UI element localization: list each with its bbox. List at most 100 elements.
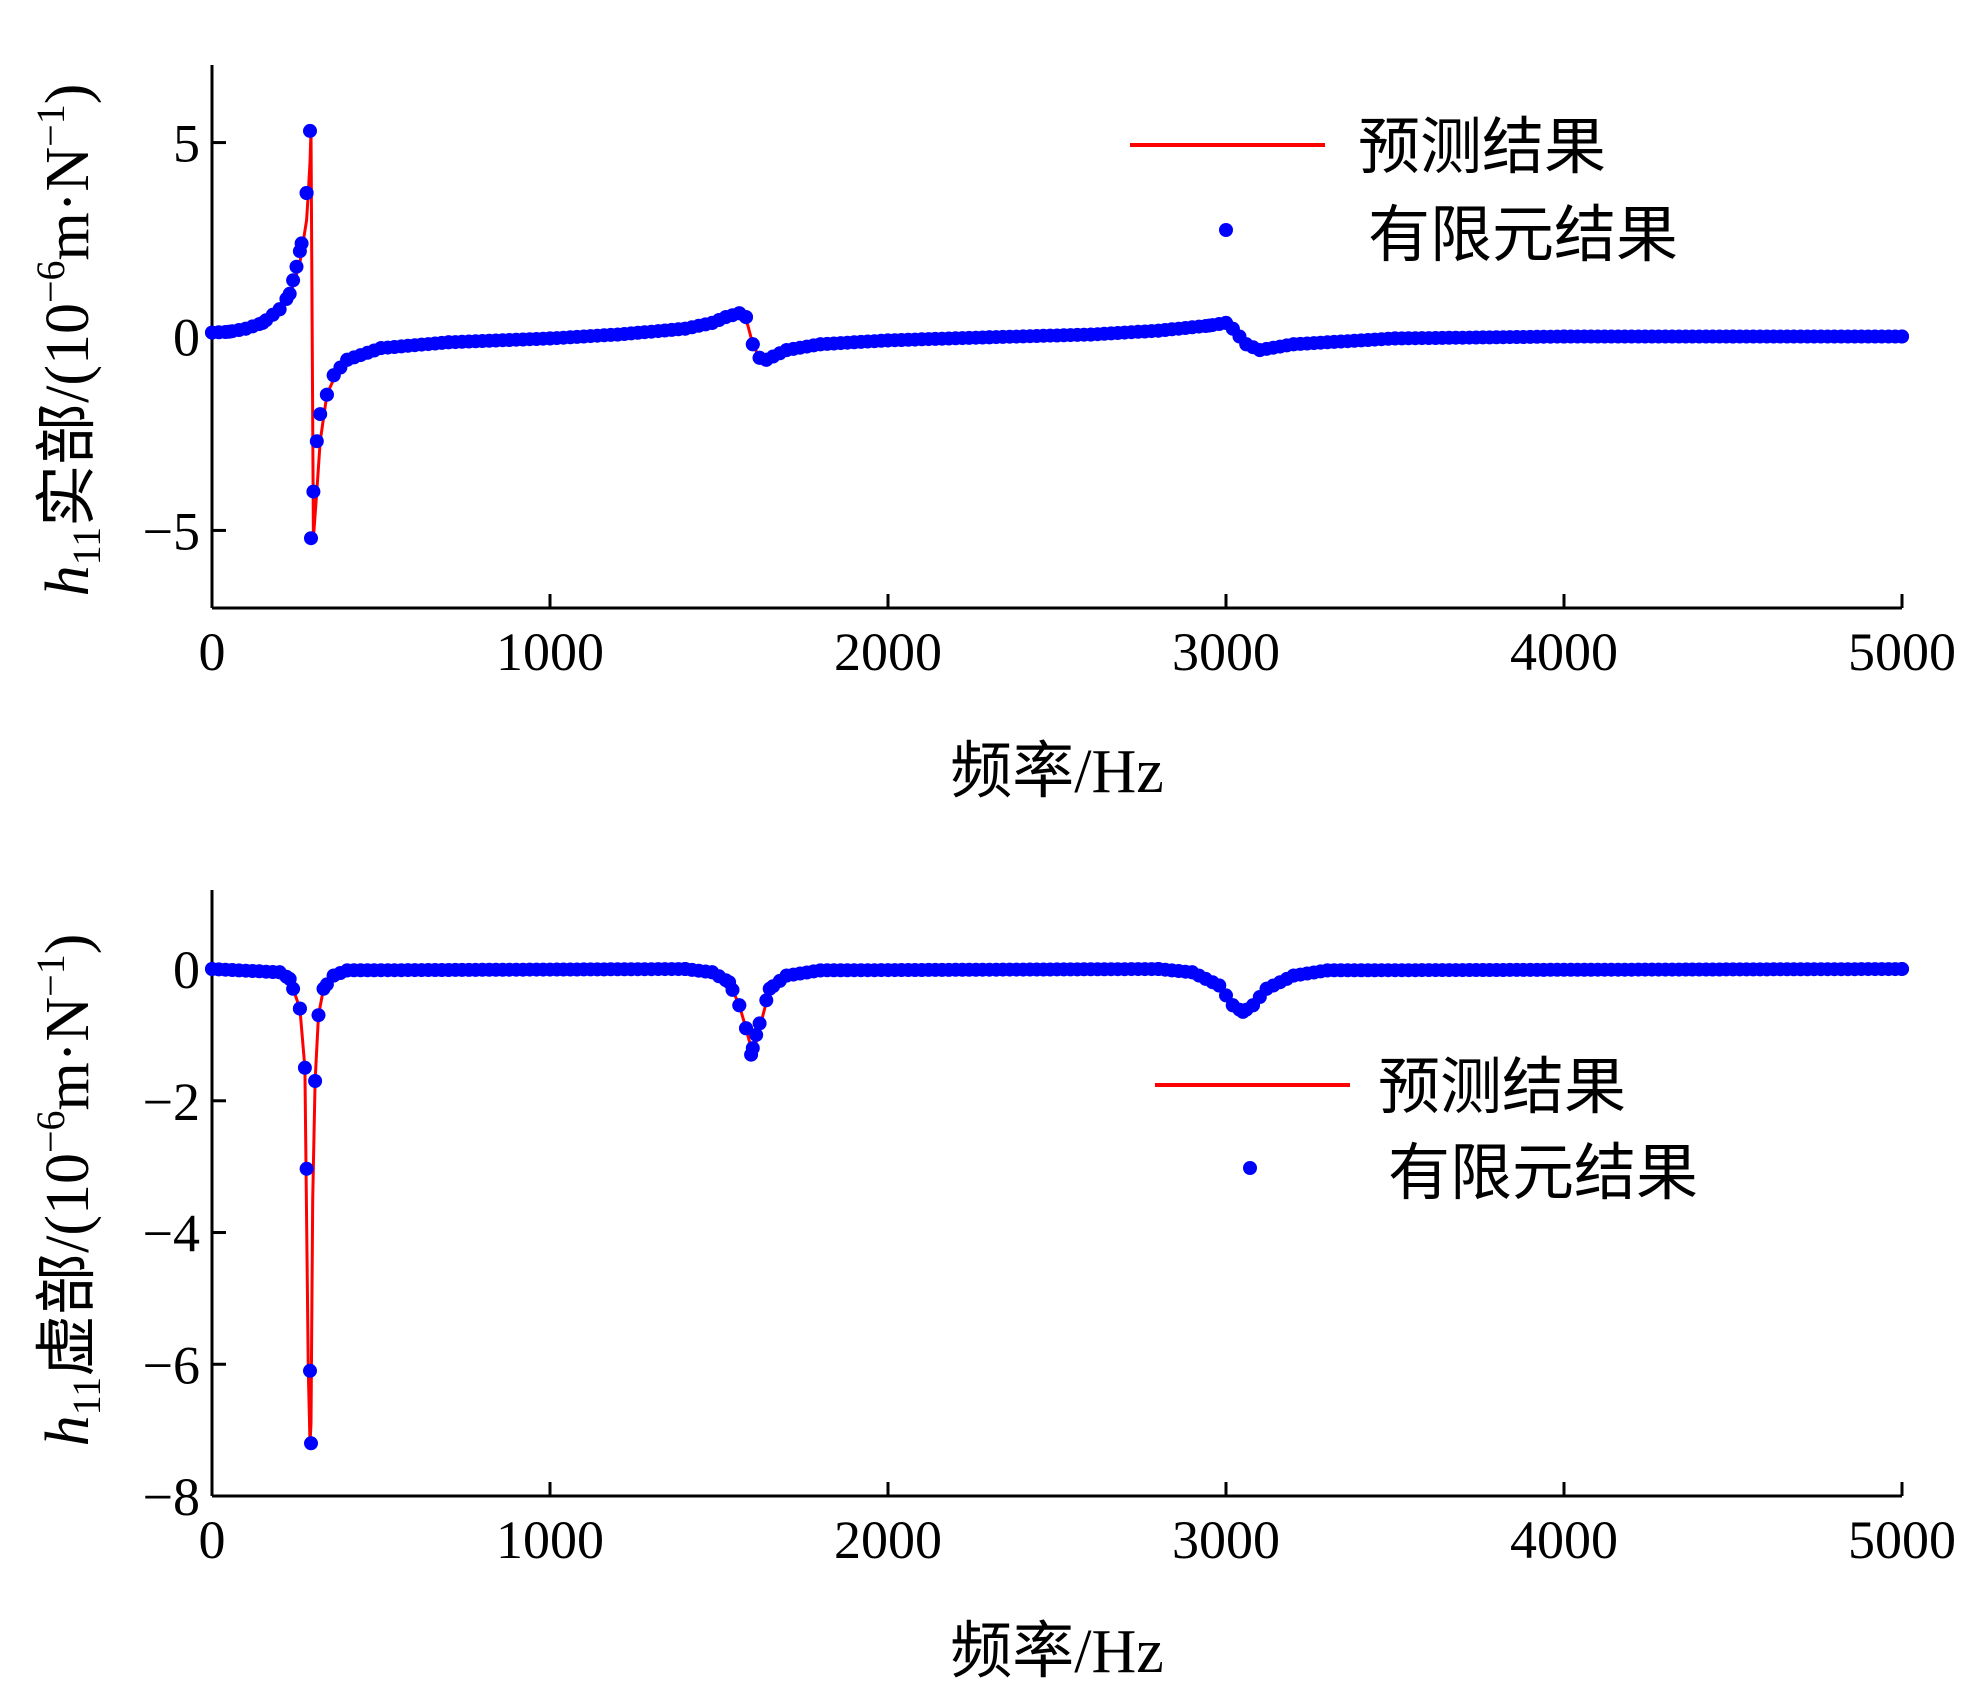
- fem-point-bottom: [739, 1021, 753, 1036]
- fem-point-top: [1083, 327, 1098, 342]
- fem-point-bottom: [299, 1161, 314, 1176]
- x-tick-label-top-3: 3000: [1172, 622, 1280, 682]
- fem-point-top: [610, 327, 625, 342]
- fem-point-top: [1895, 329, 1909, 344]
- fem-point-top: [255, 315, 270, 330]
- x-tick-label-top-4: 4000: [1510, 622, 1618, 682]
- x-tick-label-bottom-3: 3000: [1172, 1510, 1280, 1570]
- x-tick-label-top-1: 1000: [496, 622, 604, 682]
- fem-point-top: [1202, 318, 1217, 333]
- fem-point-top: [813, 337, 828, 352]
- fem-point-bottom: [1286, 968, 1301, 983]
- fem-point-bottom: [1259, 981, 1274, 996]
- fem-point-top: [543, 331, 557, 346]
- fem-point-top: [1151, 323, 1166, 338]
- y-tick-label-bottom-0: 0: [173, 940, 200, 1000]
- fem-point-bottom: [316, 981, 331, 996]
- fem-point-top: [779, 343, 794, 358]
- x-axis-label-bottom: 频率/Hz: [950, 1618, 1164, 1686]
- x-tick-label-bottom-0: 0: [199, 1510, 226, 1570]
- plot-area-top: [205, 123, 1909, 546]
- fem-point-top: [309, 434, 324, 449]
- legend-label-predicted-bottom: 预测结果: [1378, 1054, 1626, 1122]
- axes-frame-bottom: [210, 890, 1902, 1498]
- fem-point-top: [881, 333, 895, 348]
- fem-point-bottom: [752, 1016, 767, 1031]
- fem-point-top: [299, 186, 314, 200]
- fem-point-bottom: [762, 981, 777, 996]
- fem-point-top: [1726, 329, 1740, 344]
- fem-point-top: [374, 341, 388, 356]
- fem-point-bottom: [1225, 998, 1240, 1013]
- plot-area-bottom: [205, 962, 1909, 1451]
- fem-point-top: [678, 321, 693, 336]
- legend-bottom: 预测结果 有限元结果: [1155, 1054, 1698, 1208]
- fem-point-bottom: [297, 1060, 312, 1075]
- fem-point-bottom: [311, 1008, 326, 1023]
- y-tick-label-bottom-1: −2: [143, 1072, 200, 1132]
- fem-point-bottom: [1246, 998, 1260, 1013]
- fem-point-bottom: [678, 962, 693, 976]
- ticks-bottom: 0 1000 2000 3000 4000 5000 0 −2 −4 −6 −8: [143, 940, 1956, 1570]
- fem-point-top: [340, 352, 355, 367]
- fem-point-bottom: [326, 968, 341, 983]
- fem-point-top: [289, 259, 304, 274]
- fem-point-top: [1388, 331, 1402, 346]
- fem-point-top: [745, 337, 760, 352]
- fem-point-top: [303, 123, 317, 138]
- fem-point-top: [326, 368, 341, 383]
- fem-point-top: [705, 315, 720, 330]
- fem-point-bottom: [272, 965, 287, 980]
- legend-marker-swatch-bottom: [1243, 1161, 1257, 1175]
- fem-point-top: [306, 484, 321, 499]
- fem-point-top: [221, 324, 236, 339]
- fem-point-bottom: [308, 1074, 323, 1088]
- fem-point-bottom: [732, 998, 747, 1013]
- y-tick-label-top-0: 5: [173, 114, 200, 174]
- fem-point-top: [982, 330, 997, 345]
- series-fem-markers-top: [205, 123, 1909, 546]
- fem-point-top: [441, 335, 456, 350]
- fem-point-bottom: [1212, 978, 1227, 993]
- fem-point-top: [1225, 321, 1240, 336]
- x-tick-label-top-5: 5000: [1848, 622, 1956, 682]
- fem-point-bottom: [1320, 963, 1335, 978]
- fem-point-top: [294, 236, 309, 251]
- chart-real-part: 0 1000 2000 3000 4000 5000 5 0 −5 频率/Hz h11实部/(1…: [28, 65, 1956, 806]
- y-tick-label-bottom-2: −4: [143, 1204, 200, 1264]
- fem-point-top: [1239, 337, 1254, 352]
- x-tick-label-bottom-2: 2000: [834, 1510, 942, 1570]
- ticks-top: 0 1000 2000 3000 4000 5000 5 0 −5: [143, 114, 1956, 682]
- fem-point-top: [238, 321, 253, 336]
- series-fem-markers-bottom: [205, 962, 1909, 1451]
- fem-point-bottom: [304, 1436, 318, 1451]
- fem-point-top: [272, 302, 287, 317]
- fem-point-bottom: [722, 975, 737, 990]
- y-tick-label-bottom-4: −8: [143, 1467, 200, 1527]
- x-tick-label-top-2: 2000: [834, 622, 942, 682]
- fem-point-bottom: [1151, 962, 1166, 976]
- fem-point-top: [1557, 329, 1571, 344]
- x-tick-label-top-0: 0: [199, 622, 226, 682]
- fem-point-bottom: [1895, 962, 1909, 976]
- fem-point-bottom: [813, 963, 828, 978]
- fem-point-top: [319, 387, 334, 402]
- y-tick-label-top-2: −5: [143, 501, 200, 561]
- fem-point-bottom: [303, 1363, 317, 1378]
- fem-point-bottom: [779, 968, 794, 983]
- fem-point-bottom: [340, 963, 355, 978]
- fem-point-top: [1286, 337, 1301, 352]
- fem-point-bottom: [282, 971, 297, 986]
- legend-label-fem-bottom: 有限元结果: [1388, 1140, 1698, 1208]
- x-axis-label-top: 频率/Hz: [950, 738, 1164, 806]
- fem-point-bottom: [1185, 965, 1200, 980]
- fem-point-bottom: [1235, 1004, 1250, 1019]
- y-tick-label-top-1: 0: [173, 308, 200, 368]
- chart-imaginary-part: 0 1000 2000 3000 4000 5000 0 −2 −4 −6 −8 频率/Hz h11…: [28, 890, 1956, 1686]
- fem-point-top: [282, 286, 297, 301]
- fem-point-top: [759, 352, 774, 367]
- y-axis-label-bottom: h11虚部/(10−6m·N−1): [28, 934, 109, 1447]
- fem-point-top: [1252, 343, 1267, 358]
- fem-point-top: [313, 407, 328, 422]
